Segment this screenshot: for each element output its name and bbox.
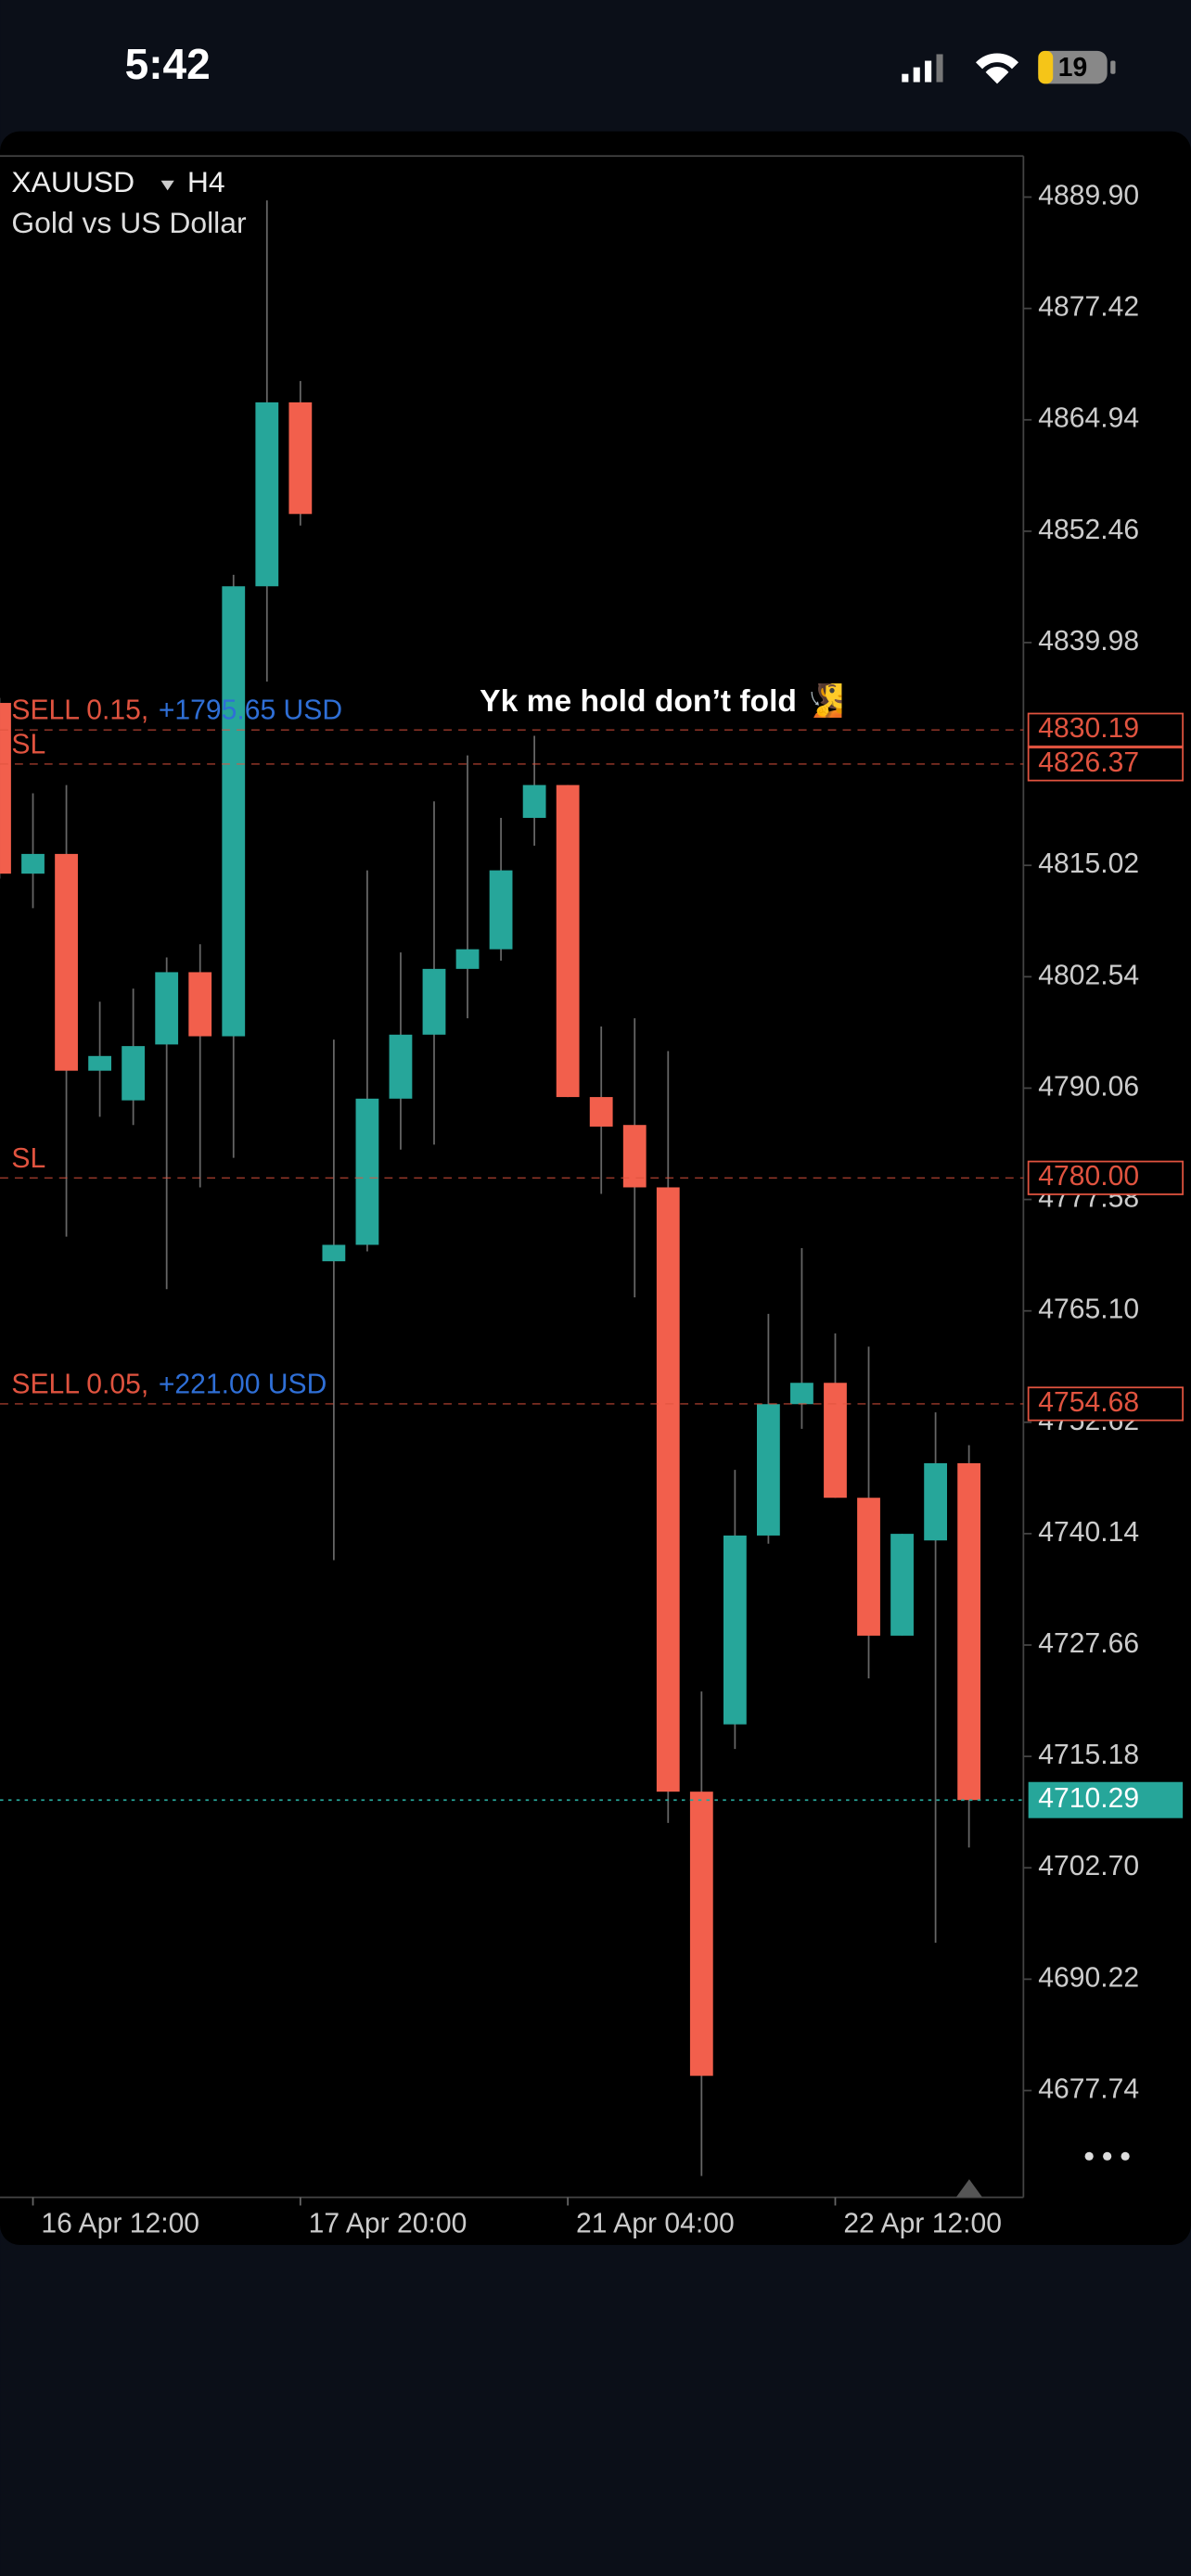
- battery-level: [1038, 50, 1054, 84]
- candle-body: [55, 853, 78, 1071]
- candle-body: [288, 402, 313, 515]
- price-box: [1027, 712, 1185, 747]
- annotation: Yk me hold don’t fold 🧏: [480, 682, 844, 719]
- candle-body: [222, 586, 246, 1037]
- order-type: SL: [11, 1143, 45, 1174]
- y-tick-label: 4677.74: [1038, 2073, 1139, 2104]
- candle-body: [422, 968, 446, 1035]
- candle-body: [924, 1462, 947, 1541]
- price-label: 4826.37: [1038, 747, 1139, 778]
- candle-body: [622, 1125, 647, 1188]
- order-label: SL: [11, 729, 45, 759]
- order-type: SELL 0.15,: [11, 695, 148, 726]
- y-tick-label: 4802.54: [1038, 960, 1139, 990]
- x-tick-label: 16 Apr 12:00: [41, 2209, 199, 2239]
- y-tick-label: 4889.90: [1038, 180, 1139, 210]
- x-tick-label: 22 Apr 12:00: [843, 2209, 1002, 2239]
- scroll-marker[interactable]: [955, 2179, 983, 2198]
- candle-body: [122, 1046, 146, 1101]
- wifi-icon: [975, 53, 1019, 84]
- y-tick-label: 4815.02: [1038, 848, 1139, 879]
- order-profit: +1795.65 USD: [159, 695, 342, 726]
- candle-body: [790, 1383, 813, 1405]
- candle-body: [957, 1462, 981, 1801]
- battery-tip: [1110, 60, 1116, 74]
- candle-body: [455, 949, 480, 969]
- status-time: 5:42: [125, 40, 211, 88]
- candle-body: [757, 1404, 780, 1536]
- dropdown-arrow[interactable]: [160, 180, 174, 191]
- timeframe[interactable]: H4: [187, 165, 225, 198]
- y-tick-label: 4839.98: [1038, 626, 1139, 657]
- last-price-box: [1028, 1781, 1184, 1818]
- price-label: 4830.19: [1038, 713, 1139, 744]
- order-profit: +221.00 USD: [159, 1369, 327, 1399]
- candle-body: [155, 972, 179, 1045]
- price-label: 4754.68: [1038, 1387, 1139, 1418]
- price-box: [1027, 1386, 1185, 1422]
- order-label: SELL 0.05, +221.00 USD: [11, 1369, 327, 1399]
- candle-body: [556, 784, 580, 1098]
- candle-body: [188, 972, 212, 1037]
- more-menu[interactable]: [1084, 2151, 1130, 2161]
- price-label: 4780.00: [1038, 1161, 1139, 1192]
- candle-body: [589, 1097, 613, 1127]
- candle-body: [890, 1534, 914, 1636]
- y-tick-label: 4702.70: [1038, 1851, 1139, 1881]
- y-tick-label: 4877.42: [1038, 292, 1139, 323]
- y-tick-label: 4727.66: [1038, 1628, 1139, 1659]
- y-tick-label: 4765.10: [1038, 1294, 1139, 1325]
- y-tick-label: 4740.14: [1038, 1517, 1139, 1548]
- y-tick-label: 4852.46: [1038, 515, 1139, 545]
- signal-icon: [902, 54, 943, 83]
- chart-panel: [0, 131, 1191, 2245]
- candle-body: [322, 1244, 346, 1262]
- battery-icon: [1038, 50, 1108, 84]
- order-label: SL: [11, 1143, 45, 1174]
- candle-body: [656, 1187, 680, 1792]
- y-tick-label: 4864.94: [1038, 403, 1139, 434]
- candle-body: [723, 1535, 747, 1725]
- candle-body: [21, 853, 45, 874]
- battery-text: 19: [1058, 53, 1088, 83]
- candle-body: [389, 1034, 413, 1099]
- price-box: [1027, 746, 1185, 782]
- y-tick-label: 4790.06: [1038, 1071, 1139, 1102]
- symbol: XAUUSD: [11, 165, 134, 198]
- price-box: [1027, 1160, 1185, 1195]
- order-label: SELL 0.15, +1795.65 USD: [11, 695, 342, 726]
- candle-body: [489, 870, 513, 950]
- order-type: SELL 0.05,: [11, 1369, 148, 1399]
- y-tick-label: 4690.22: [1038, 1962, 1139, 1993]
- candle-body: [0, 703, 11, 874]
- y-tick-label: 4715.18: [1038, 1740, 1139, 1770]
- candle-body: [824, 1383, 847, 1498]
- candle-body: [355, 1098, 379, 1245]
- candle-body: [522, 784, 546, 819]
- candle-body: [689, 1792, 713, 2076]
- order-type: SL: [11, 729, 45, 759]
- candle-body: [88, 1055, 111, 1071]
- candle-body: [857, 1498, 880, 1636]
- candle-body: [255, 402, 279, 587]
- last-price-label: 4710.29: [1038, 1783, 1139, 1814]
- x-tick-label: 17 Apr 20:00: [309, 2209, 467, 2239]
- subtitle: Gold vs US Dollar: [11, 206, 247, 239]
- x-tick-label: 21 Apr 04:00: [576, 2209, 735, 2239]
